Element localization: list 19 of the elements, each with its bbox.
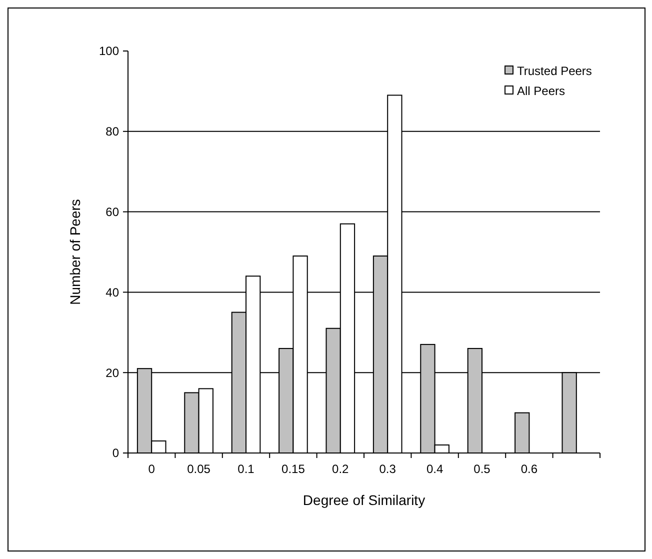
x-axis-title: Degree of Similarity xyxy=(302,492,426,508)
legend-label: All Peers xyxy=(517,84,566,98)
y-tick-label: 100 xyxy=(98,44,120,58)
y-tick-label: 80 xyxy=(106,124,120,139)
x-tick-label: 0.4 xyxy=(426,462,444,476)
y-tick-label: 0 xyxy=(112,446,120,460)
y-tick-label: 20 xyxy=(106,366,120,380)
x-tick-label: 0.6 xyxy=(520,462,538,476)
x-tick-label: 0.5 xyxy=(474,462,491,476)
y-tick-label: 40 xyxy=(106,285,120,300)
legend-label: Trusted Peers xyxy=(517,64,592,78)
x-tick-label: 0.05 xyxy=(187,462,211,476)
x-tick-label: 0 xyxy=(148,462,156,476)
y-axis-title: Number of Peers xyxy=(67,199,83,305)
x-tick-label: 0.1 xyxy=(238,462,255,476)
x-tick-label: 0.2 xyxy=(332,462,350,476)
y-tick-label: 60 xyxy=(106,205,120,219)
x-tick-label: 0.15 xyxy=(282,462,306,476)
x-tick-label: 0.3 xyxy=(379,462,396,476)
